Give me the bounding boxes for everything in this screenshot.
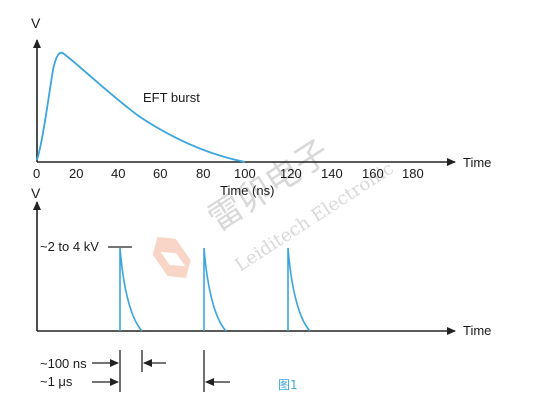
figure-caption: 图1 — [278, 378, 298, 392]
pulse-width-label: ~100 ns — [40, 356, 87, 371]
period-label: ~1 μs — [40, 374, 73, 389]
x-tick-label: 20 — [69, 166, 83, 181]
x-tick-label: 160 — [362, 166, 384, 181]
timing-annotations: ~100 ns ~1 μs — [40, 350, 230, 392]
burst-pulse — [119, 247, 143, 332]
bottom-x-label: Time — [463, 323, 491, 338]
x-tick-label: 40 — [111, 166, 125, 181]
top-x-ticks: 0 20 40 60 80 100 120 140 160 180 — [33, 166, 424, 181]
top-x-label: Time — [463, 155, 491, 170]
x-tick-label: 140 — [321, 166, 343, 181]
x-tick-label: 120 — [280, 166, 302, 181]
x-tick-label: 100 — [234, 166, 256, 181]
bottom-y-label: V — [31, 185, 41, 201]
x-tick-label: 0 — [33, 166, 40, 181]
x-tick-label: 60 — [153, 166, 167, 181]
top-plot: V Time EFT burst 0 20 40 60 80 100 120 1… — [31, 15, 491, 198]
watermark: 雷卯电子 Leiditech Electronic — [152, 133, 398, 278]
burst-pulse — [287, 247, 311, 332]
amplitude-label: ~2 to 4 kV — [40, 239, 99, 254]
top-x-unit-label: Time (ns) — [220, 183, 274, 198]
bottom-plot: V Time ~2 to 4 kV — [31, 185, 491, 338]
top-y-label: V — [31, 15, 41, 31]
x-tick-label: 180 — [402, 166, 424, 181]
eft-pulse-curve — [36, 51, 246, 163]
watermark-logo — [152, 236, 191, 278]
x-tick-label: 80 — [196, 166, 210, 181]
burst-pulse — [203, 247, 227, 332]
eft-burst-label: EFT burst — [143, 90, 200, 105]
